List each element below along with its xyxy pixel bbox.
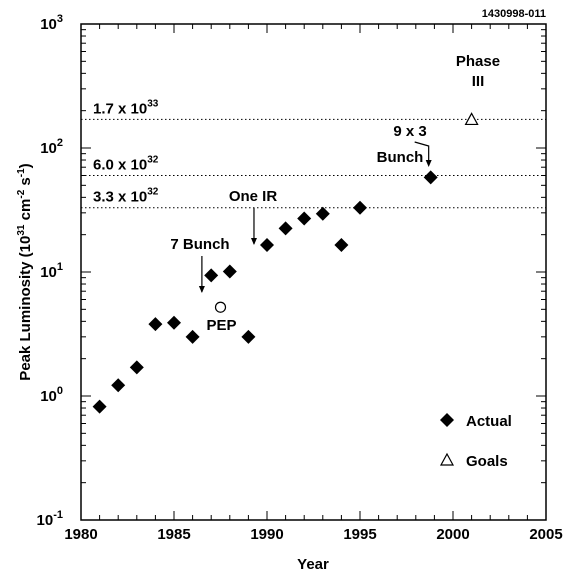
x-tick-label: 1985 xyxy=(157,526,190,543)
reference-lines: 1.7 x 1033 6.0 x 1032 3.3 x 1032 xyxy=(81,98,546,209)
seven-bunch-label: 7 Bunch xyxy=(170,236,229,253)
data-point-actual xyxy=(353,200,367,215)
data-point-goal xyxy=(464,112,479,126)
x-tick-label: 1980 xyxy=(64,526,97,543)
data-point-actual xyxy=(148,317,163,332)
seven-bunch-arrow-head xyxy=(198,286,205,293)
reference-line-label: 1.7 x 1033 xyxy=(93,98,159,117)
x-tick-label: 1990 xyxy=(250,526,283,543)
legend-marker-goals xyxy=(439,452,455,466)
data-point-actual xyxy=(167,315,181,330)
data-point-actual xyxy=(315,206,330,221)
x-tick-label: 2000 xyxy=(436,526,469,543)
reference-line-label: 6.0 x 1032 xyxy=(93,155,159,174)
nine-by-three-label: Bunch xyxy=(377,149,424,166)
data-marks: PEP xyxy=(92,112,479,414)
figure-id: 1430998-011 xyxy=(482,8,546,20)
phase-iii-label: III xyxy=(472,73,485,90)
data-point-actual xyxy=(278,221,293,236)
legend-marker-actual xyxy=(440,413,454,427)
annotations: Phase III 9 x 3 Bunch One IR 7 Bunch xyxy=(170,53,500,293)
nine-by-three-arrow-head xyxy=(425,160,432,167)
data-point-pep xyxy=(214,301,227,313)
y-tick-label: 102 xyxy=(40,137,63,157)
data-point-actual xyxy=(129,360,144,375)
data-point-actual xyxy=(222,264,237,279)
pep-label: PEP xyxy=(206,317,236,334)
data-point-actual xyxy=(297,211,312,226)
legend: Actual Goals xyxy=(439,413,512,470)
y-tick-label: 103 xyxy=(40,13,63,33)
phase-iii-label: Phase xyxy=(456,53,500,70)
nine-by-three-arrow xyxy=(414,141,430,163)
data-point-actual xyxy=(260,238,274,253)
data-point-actual xyxy=(334,238,349,253)
y-tick-label: 10-1 xyxy=(37,509,63,529)
data-point-actual xyxy=(204,268,219,283)
data-point-actual xyxy=(111,378,126,393)
legend-label-actual: Actual xyxy=(466,413,512,430)
one-ir-label: One IR xyxy=(229,188,278,205)
y-tick-label: 100 xyxy=(40,385,63,405)
x-tick-label: 2005 xyxy=(529,526,562,543)
reference-line-label: 3.3 x 1032 xyxy=(93,187,159,206)
data-point-actual xyxy=(241,329,256,344)
x-axis-label: Year xyxy=(297,556,329,573)
nine-by-three-label: 9 x 3 xyxy=(393,123,426,140)
x-tick-label: 1995 xyxy=(343,526,376,543)
data-point-actual xyxy=(92,399,107,414)
data-point-actual xyxy=(185,329,200,344)
y-tick-label: 101 xyxy=(40,261,63,281)
legend-label-goals: Goals xyxy=(466,453,508,470)
axes: 1980 1985 1990 1995 2000 2005 10-1 100 101 102 103 xyxy=(37,13,563,543)
y-axis-label: Peak Luminosity (1031 cm-2 s-1) xyxy=(16,163,34,380)
one-ir-arrow-head xyxy=(250,238,257,245)
data-point-actual xyxy=(423,170,438,185)
